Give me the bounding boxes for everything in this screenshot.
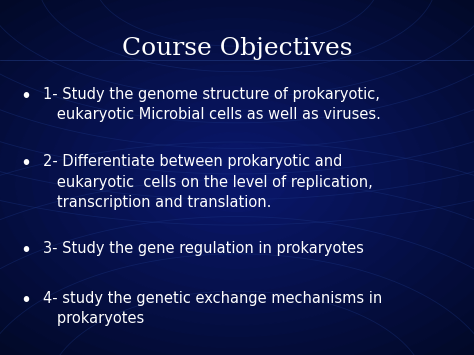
Text: •: • (20, 154, 32, 174)
Text: 3- Study the gene regulation in prokaryotes: 3- Study the gene regulation in prokaryo… (43, 241, 364, 256)
Text: •: • (20, 291, 32, 310)
Text: Course Objectives: Course Objectives (122, 37, 352, 60)
Ellipse shape (49, 53, 425, 302)
Ellipse shape (0, 18, 474, 337)
Ellipse shape (118, 98, 356, 257)
Ellipse shape (0, 7, 474, 348)
Text: •: • (20, 241, 32, 261)
Ellipse shape (100, 87, 374, 268)
Ellipse shape (203, 155, 271, 200)
Ellipse shape (32, 41, 442, 314)
Ellipse shape (83, 75, 391, 280)
Text: 4- study the genetic exchange mechanisms in
   prokaryotes: 4- study the genetic exchange mechanisms… (43, 291, 382, 327)
Ellipse shape (152, 121, 322, 234)
Text: •: • (20, 87, 32, 106)
Text: 2- Differentiate between prokaryotic and
   eukaryotic  cells on the level of re: 2- Differentiate between prokaryotic and… (43, 154, 373, 210)
Ellipse shape (66, 64, 408, 291)
Ellipse shape (135, 109, 339, 246)
Ellipse shape (186, 143, 288, 212)
Ellipse shape (169, 132, 305, 223)
Ellipse shape (220, 166, 254, 189)
Text: 1- Study the genome structure of prokaryotic,
   eukaryotic Microbial cells as w: 1- Study the genome structure of prokary… (43, 87, 381, 122)
Ellipse shape (15, 30, 459, 325)
